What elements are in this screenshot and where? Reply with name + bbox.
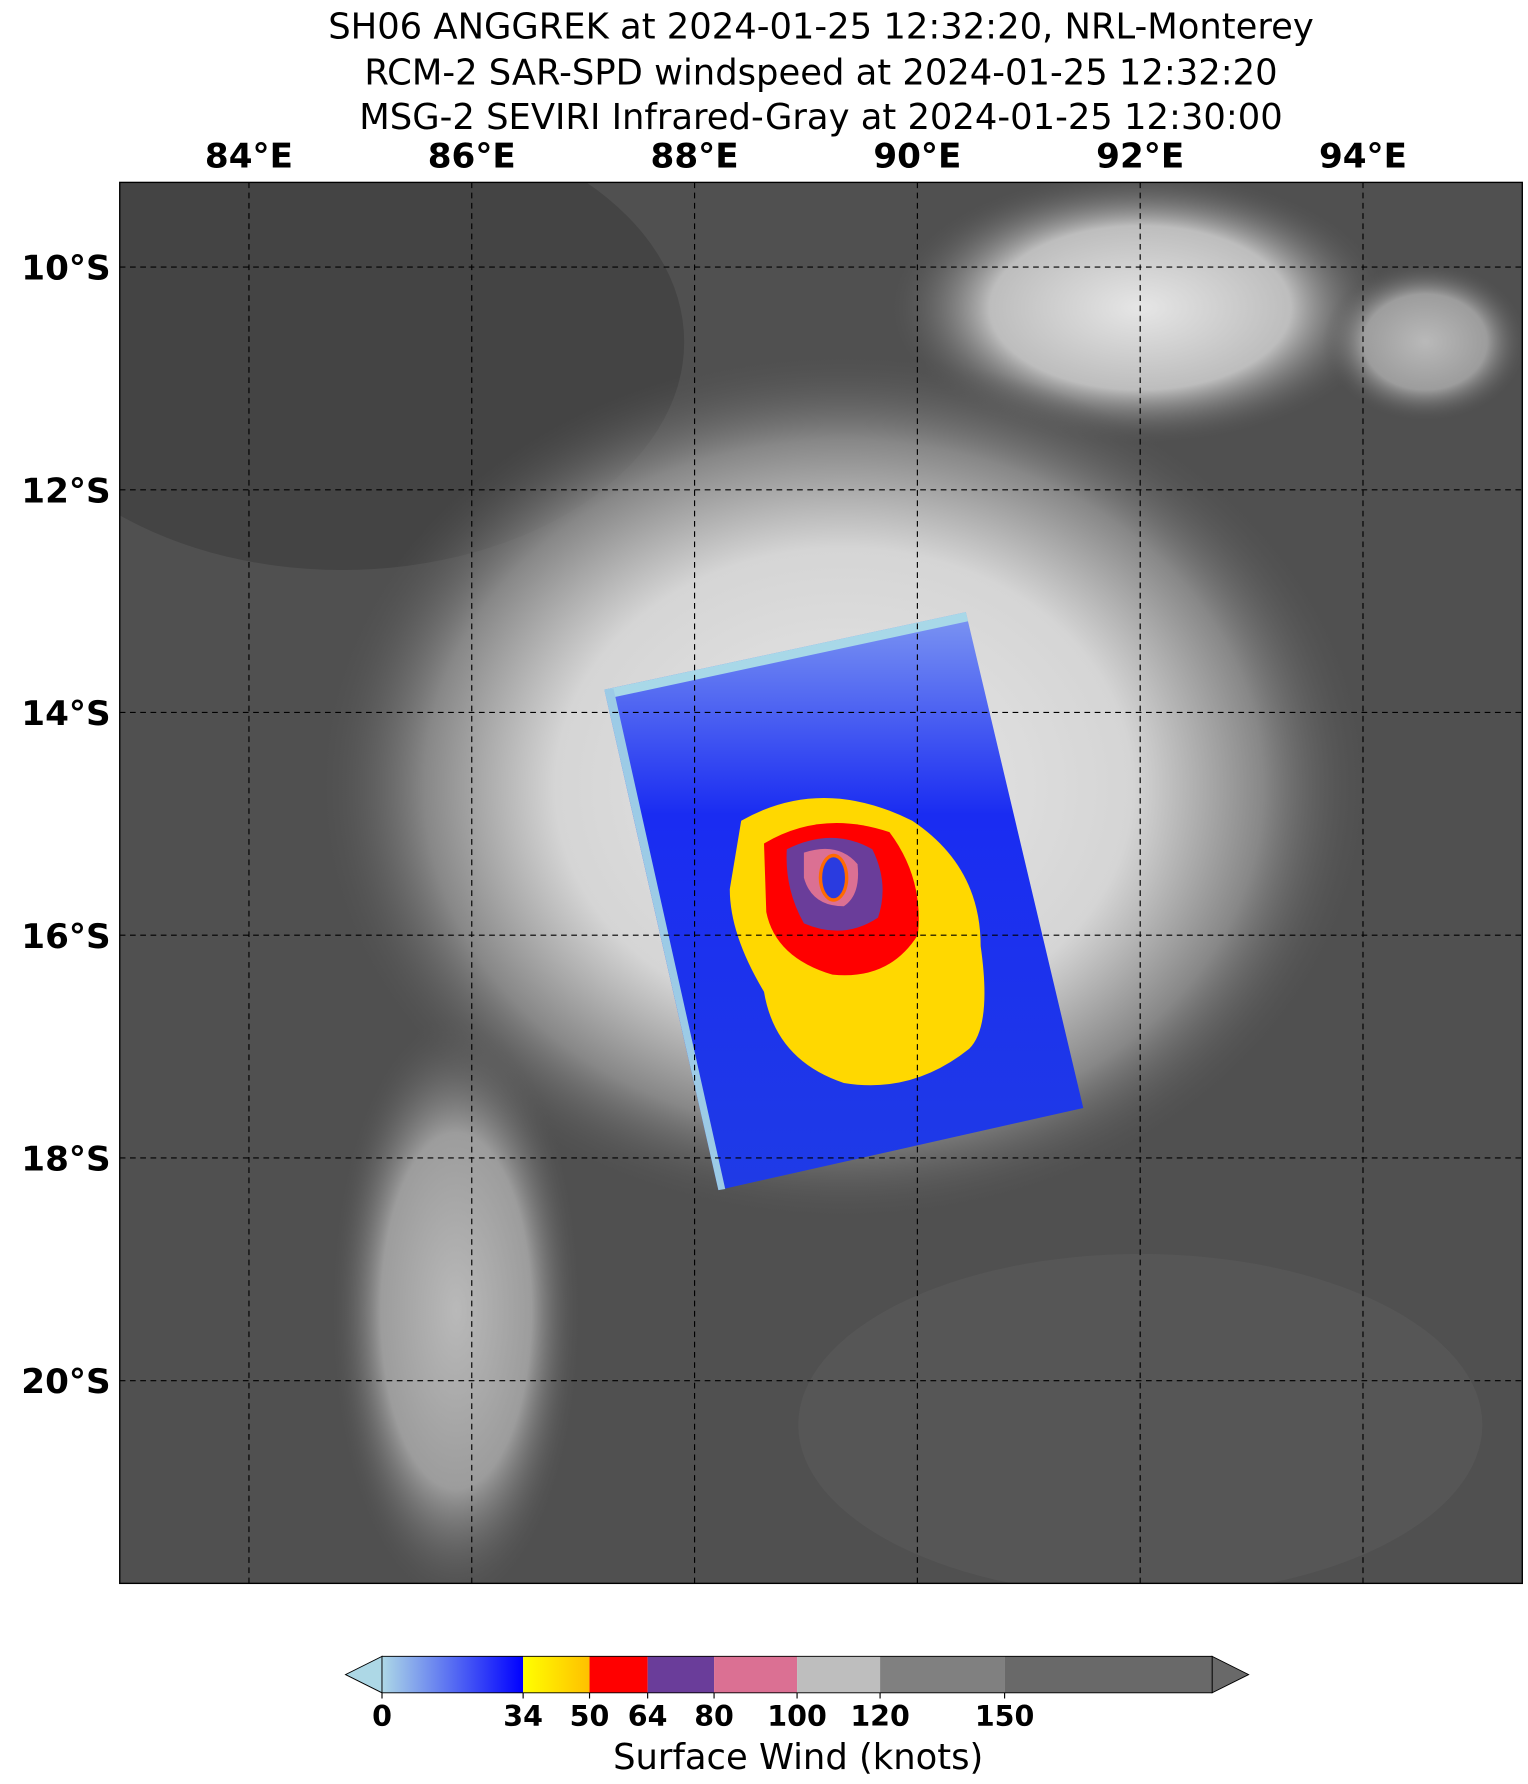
colorbar-segment bbox=[523, 1656, 590, 1693]
colorbar-tick-label: 50 bbox=[570, 1700, 610, 1733]
colorbar-segment bbox=[797, 1656, 881, 1693]
title-line: RCM-2 SAR-SPD windspeed at 2024-01-25 12… bbox=[364, 52, 1277, 93]
colorbar-extend bbox=[1211, 1655, 1250, 1694]
map-frame bbox=[119, 181, 1523, 1585]
colorbar-tick-label: 0 bbox=[372, 1700, 392, 1733]
colorbar-segment bbox=[1004, 1656, 1213, 1693]
lon-tick-label: 86°E bbox=[428, 137, 516, 177]
lon-tick-label: 88°E bbox=[651, 137, 739, 177]
colorbar-segment bbox=[589, 1656, 648, 1693]
colorbar-segment bbox=[647, 1656, 715, 1693]
lon-tick-label: 84°E bbox=[205, 137, 293, 177]
colorbar: 0 34 50 64 80 100 120 150 bbox=[344, 1655, 1250, 1733]
lat-tick-label: 20°S bbox=[21, 1362, 110, 1402]
lon-tick-label: 92°E bbox=[1096, 137, 1184, 177]
lon-tick-label: 94°E bbox=[1319, 137, 1407, 177]
colorbar-tick-label: 64 bbox=[628, 1700, 668, 1733]
lat-tick-label: 16°S bbox=[21, 917, 110, 957]
colorbar-segment bbox=[382, 1656, 524, 1693]
colorbar-label: Surface Wind (knots) bbox=[613, 1737, 983, 1778]
satellite-imagery bbox=[119, 182, 1523, 1584]
colorbar-extend bbox=[344, 1655, 383, 1694]
colorbar-tick-label: 150 bbox=[975, 1700, 1035, 1733]
lat-tick-label: 18°S bbox=[21, 1139, 110, 1179]
lon-tick-label: 90°E bbox=[873, 137, 961, 177]
colorbar-segment bbox=[714, 1656, 798, 1693]
colorbar-tick-label: 120 bbox=[850, 1700, 910, 1733]
title-line: MSG-2 SEVIRI Infrared-Gray at 2024-01-25… bbox=[359, 97, 1282, 138]
lat-tick-label: 12°S bbox=[21, 471, 110, 511]
colorbar-segment bbox=[880, 1656, 1005, 1693]
lat-tick-label: 14°S bbox=[21, 694, 110, 734]
lat-tick-label: 10°S bbox=[21, 249, 110, 289]
colorbar-tick-label: 80 bbox=[694, 1700, 734, 1733]
title-line: SH06 ANGGREK at 2024-01-25 12:32:20, NRL… bbox=[328, 7, 1314, 48]
colorbar-tick-label: 100 bbox=[767, 1700, 827, 1733]
graticule bbox=[119, 182, 1523, 1584]
colorbar-tick-label: 34 bbox=[503, 1700, 543, 1733]
